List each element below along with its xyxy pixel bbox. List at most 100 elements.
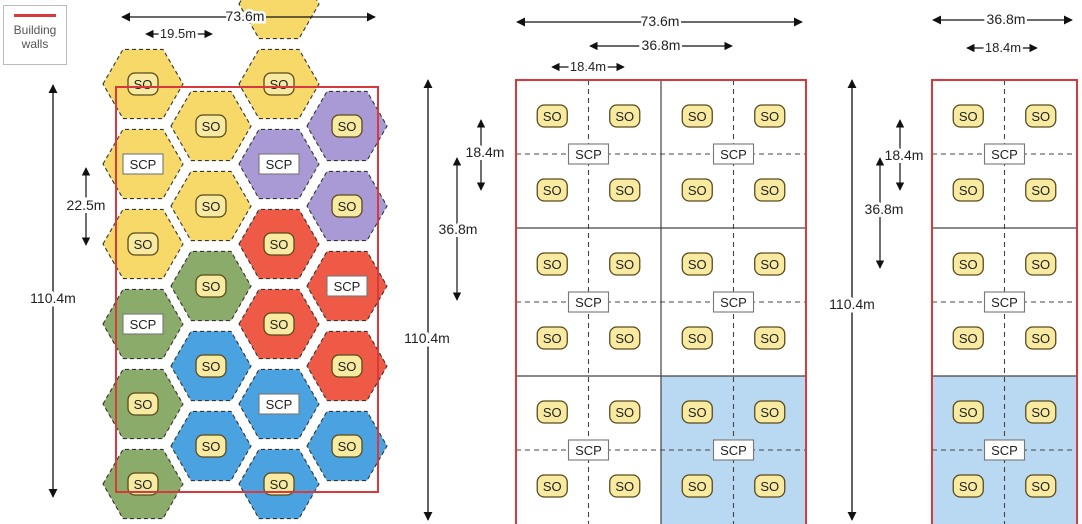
- so-marker: SO: [127, 472, 159, 496]
- so-badge-label: SO: [1031, 331, 1050, 346]
- so-badge-label: SO: [134, 77, 153, 92]
- so-marker: SO: [609, 400, 641, 424]
- so-marker: SO: [609, 252, 641, 276]
- so-marker: SO: [681, 252, 713, 276]
- so-badge-shape: [754, 400, 786, 424]
- so-badge-shape: [195, 274, 227, 298]
- so-marker: SO: [1025, 474, 1057, 498]
- dim-label-d1-spacing: 19.5m: [160, 26, 196, 41]
- scp-badge-label: SCP: [130, 157, 157, 172]
- so-badge-shape: [754, 252, 786, 276]
- so-badge-shape: [1025, 104, 1057, 128]
- so-badge-label: SO: [615, 257, 634, 272]
- so-badge-shape: [536, 474, 568, 498]
- so-marker: SO: [195, 114, 227, 138]
- so-badge-shape: [952, 252, 984, 276]
- so-marker: SO: [609, 178, 641, 202]
- so-badge-label: SO: [202, 279, 221, 294]
- scp-badge-shape: [983, 291, 1026, 313]
- so-badge-shape: [1025, 178, 1057, 202]
- so-marker: SO: [681, 178, 713, 202]
- so-badge-label: SO: [688, 257, 707, 272]
- scp-badge-shape: [567, 143, 610, 165]
- scp-marker: SCP: [567, 291, 610, 313]
- so-badge-shape: [263, 472, 295, 496]
- so-marker: SO: [127, 392, 159, 416]
- so-badge-shape: [609, 474, 641, 498]
- building-wall-outline: [515, 79, 807, 524]
- so-marker: SO: [754, 474, 786, 498]
- so-marker: SO: [754, 252, 786, 276]
- scp-badge-shape: [326, 275, 368, 297]
- so-marker: SO: [536, 326, 568, 350]
- so-badge-shape: [754, 474, 786, 498]
- so-marker: SO: [263, 232, 295, 256]
- so-badge-shape: [1025, 474, 1057, 498]
- so-marker: SO: [681, 474, 713, 498]
- scp-badge-label: SCP: [575, 443, 602, 458]
- so-badge-label: SO: [543, 405, 562, 420]
- dim-label-d3-quarter: 18.4m: [985, 40, 1021, 55]
- so-badge-label: SO: [688, 183, 707, 198]
- so-badge-shape: [754, 178, 786, 202]
- scp-marker: SCP: [122, 313, 164, 335]
- scp-badge-shape: [712, 143, 755, 165]
- scp-marker: SCP: [712, 439, 755, 461]
- so-badge-label: SO: [1031, 257, 1050, 272]
- so-badge-shape: [609, 178, 641, 202]
- so-badge-shape: [536, 400, 568, 424]
- scp-badge-label: SCP: [575, 147, 602, 162]
- so-badge-shape: [536, 104, 568, 128]
- so-badge-label: SO: [338, 359, 357, 374]
- scp-badge-shape: [712, 291, 755, 313]
- so-badge-label: SO: [688, 331, 707, 346]
- so-badge-label: SO: [760, 331, 779, 346]
- so-badge-label: SO: [202, 439, 221, 454]
- so-badge-label: SO: [1031, 109, 1050, 124]
- building-wall-outline: [931, 79, 1078, 524]
- so-badge-shape: [609, 326, 641, 350]
- so-marker: SO: [681, 104, 713, 128]
- so-marker: SO: [536, 104, 568, 128]
- so-marker: SO: [609, 104, 641, 128]
- so-badge-shape: [331, 194, 363, 218]
- scp-badge-shape: [122, 153, 164, 175]
- so-marker: SO: [952, 252, 984, 276]
- so-marker: SO: [681, 326, 713, 350]
- so-badge-label: SO: [543, 109, 562, 124]
- scp-badge-label: SCP: [575, 295, 602, 310]
- so-badge-shape: [681, 252, 713, 276]
- narrow-grid-layout-diagram: SO SO SO SO SCP SO SO SO SO SCP SO SO SO SO SCP: [931, 79, 1078, 524]
- so-marker: SO: [681, 400, 713, 424]
- so-badge-shape: [195, 354, 227, 378]
- so-marker: SO: [536, 400, 568, 424]
- scp-badge-shape: [983, 143, 1026, 165]
- so-marker: SO: [263, 312, 295, 336]
- so-badge-label: SO: [543, 257, 562, 272]
- so-badge-shape: [952, 326, 984, 350]
- so-marker: SO: [195, 194, 227, 218]
- so-badge-shape: [127, 392, 159, 416]
- so-marker: SO: [1025, 400, 1057, 424]
- so-badge-label: SO: [134, 237, 153, 252]
- so-marker: SO: [331, 354, 363, 378]
- scp-badge-shape: [983, 439, 1026, 461]
- so-badge-label: SO: [615, 405, 634, 420]
- scp-marker: SCP: [567, 439, 610, 461]
- so-badge-shape: [1025, 326, 1057, 350]
- so-marker: SO: [952, 104, 984, 128]
- scp-marker: SCP: [712, 143, 755, 165]
- so-badge-shape: [1025, 400, 1057, 424]
- scp-marker: SCP: [122, 153, 164, 175]
- so-marker: SO: [754, 104, 786, 128]
- so-badge-shape: [681, 474, 713, 498]
- so-badge-shape: [263, 232, 295, 256]
- scp-badge-label: SCP: [720, 295, 747, 310]
- dim-label-d1-height: 110.4m: [30, 290, 76, 306]
- so-badge-label: SO: [270, 317, 289, 332]
- so-badge-label: SO: [543, 183, 562, 198]
- scp-badge-label: SCP: [991, 147, 1018, 162]
- so-badge-label: SO: [615, 109, 634, 124]
- so-badge-shape: [754, 326, 786, 350]
